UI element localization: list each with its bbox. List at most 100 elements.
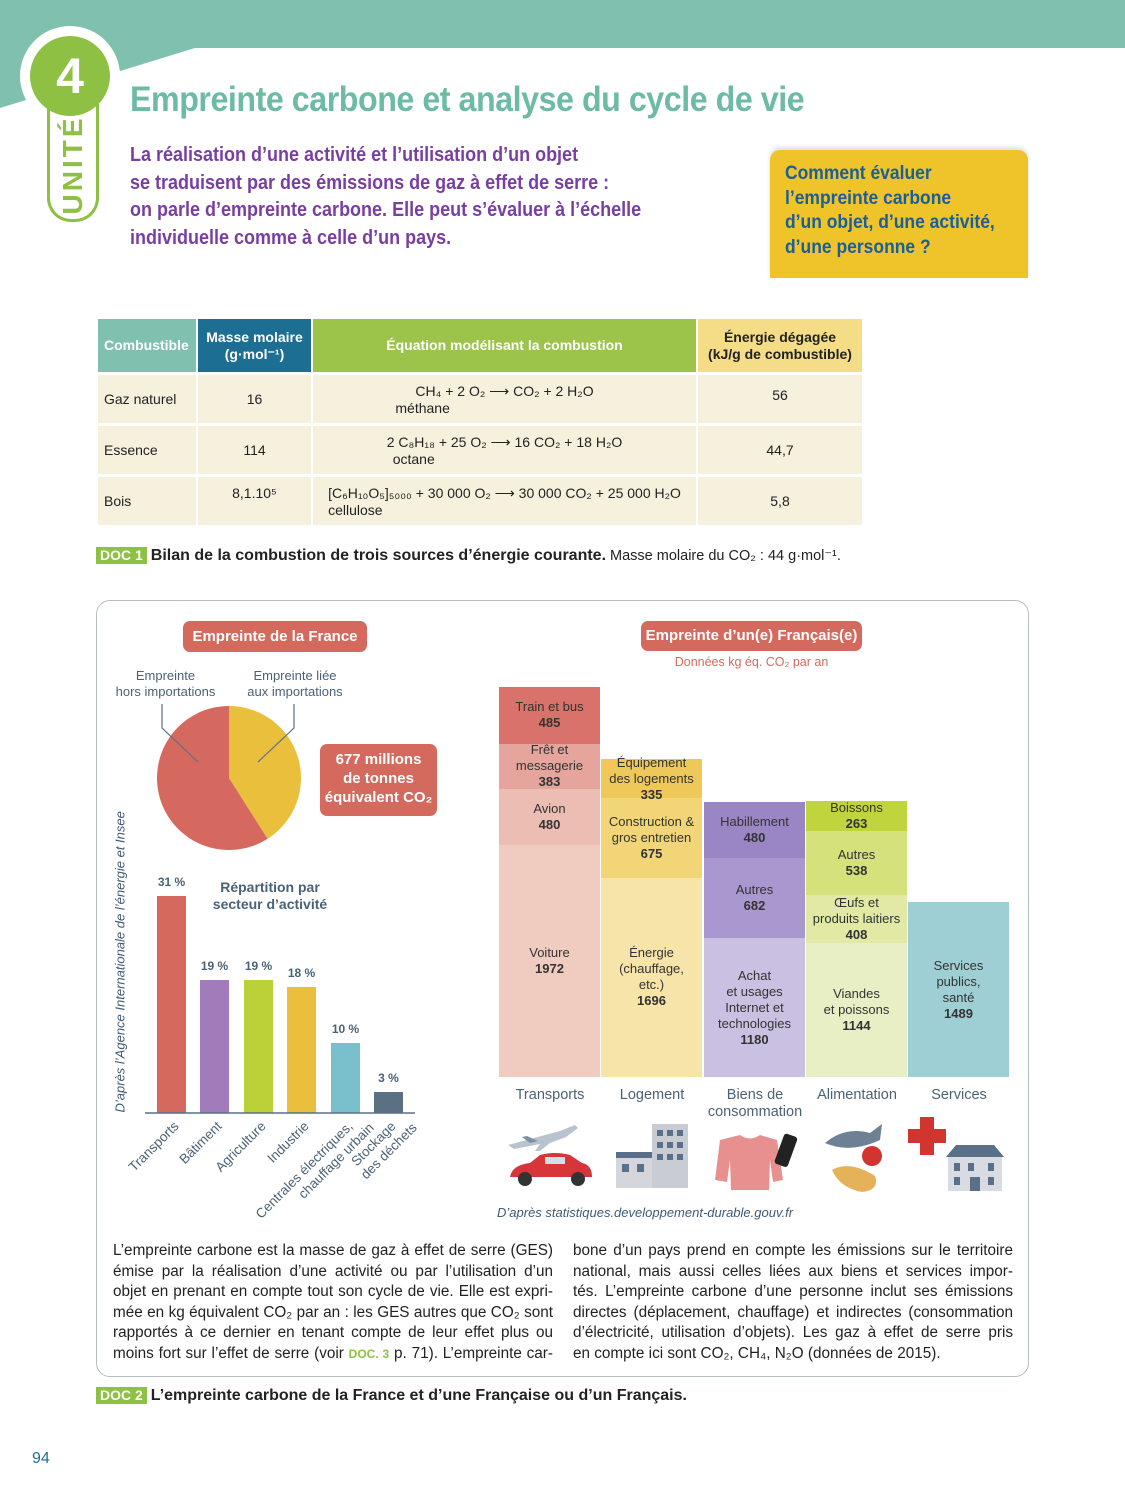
stack-segment: Viandes et poissons 1144 xyxy=(806,942,907,1077)
bar-chart-title: Répartition par secteur d’activité xyxy=(213,879,328,912)
cell-energy: 5,8 xyxy=(698,474,862,525)
intro-text: La réalisation d’une activité et l’utili… xyxy=(130,142,679,252)
stack-segment: Services publics, santé 1489 xyxy=(908,902,1009,1077)
cell-energy: 56 xyxy=(698,372,862,423)
segment-value: 682 xyxy=(743,898,766,914)
cell-equation: [C₆H₁₀O₅]₅₀₀₀ + 30 000 O₂ ⟶ 30 000 CO₂ +… xyxy=(313,474,696,525)
doc2-frame xyxy=(96,600,1029,1377)
intro-line: individuelle comme à celle d’un pays. xyxy=(130,226,452,249)
cell-energy: 44,7 xyxy=(698,423,862,474)
person-title: Empreinte d’un(e) Français(e) xyxy=(641,621,862,651)
source-right: D’après statistiques.developpement-durab… xyxy=(497,1205,794,1220)
segment-label: Train et bus xyxy=(515,699,584,715)
text-line: directes (déplacement, chauffage) et ind… xyxy=(573,1303,1013,1321)
stack-segment: Boissons 263 xyxy=(806,799,907,832)
segment-value: 675 xyxy=(640,846,663,862)
category-label: Alimentation xyxy=(817,1087,897,1103)
plane-car-icon xyxy=(508,1125,592,1186)
unit-number: 4 xyxy=(30,36,110,116)
segment-value: 335 xyxy=(640,786,663,802)
bar-value-label: 3 % xyxy=(378,1071,399,1085)
segment-value: 1696 xyxy=(637,993,666,1009)
pie-chart xyxy=(157,704,302,850)
equation: 2 C₈H₁₈ + 25 O₂ ⟶ 16 CO₂ + 18 H₂O xyxy=(386,433,623,450)
cell-fuel: Gaz naturel xyxy=(98,372,196,423)
text-line: émise par la réalisation d’une activité … xyxy=(113,1262,553,1280)
stack-segment: Voiture 1972 xyxy=(499,845,600,1077)
stack-segment: Équipement des logements 335 xyxy=(601,755,702,802)
segment-label: Frêt et messagerie xyxy=(515,742,584,774)
fish-icon xyxy=(825,1124,882,1148)
col-header-mass: Masse molaire (g·mol⁻¹) xyxy=(198,319,311,372)
question-line: d’une personne ? xyxy=(785,236,931,258)
bar xyxy=(331,1043,360,1113)
segment-label: Services publics, santé xyxy=(933,957,984,1005)
segment-value: 1972 xyxy=(535,961,564,977)
apple-icon xyxy=(862,1146,882,1166)
bar-value-label: 19 % xyxy=(245,959,273,973)
category-label: Biens de consommation xyxy=(707,1087,803,1120)
services-icon xyxy=(908,1117,1004,1191)
cell-mass: 114 xyxy=(198,423,311,474)
bar xyxy=(287,987,316,1113)
question-line: Comment évaluer xyxy=(785,163,932,184)
table-header-row: Combustible Masse molaire (g·mol⁻¹) Équa… xyxy=(98,319,862,372)
segment-value: 1180 xyxy=(740,1031,769,1047)
pie-slice xyxy=(157,706,268,850)
molecule-name: cellulose xyxy=(328,501,383,518)
segment-value: 1489 xyxy=(944,1005,973,1021)
stack-segment: Frêt et messagerie 383 xyxy=(499,742,600,789)
stack-segment: Œufs et produits laitiers 408 xyxy=(806,895,907,943)
doc1-caption: DOC 1 Bilan de la combustion de trois sou… xyxy=(96,547,841,565)
sweater-icon xyxy=(715,1135,783,1190)
segment-label: Avion xyxy=(533,801,566,817)
total-box: 677 millions de tonnes équivalent CO₂ xyxy=(320,744,437,816)
stack-segment: Habillement 480 xyxy=(704,801,805,859)
cell-mass: 16 xyxy=(198,372,311,423)
segment-label: Autres xyxy=(837,847,876,863)
equation: CH₄ + 2 O₂ ⟶ CO₂ + 2 H₂O xyxy=(415,382,594,399)
text-line: rapportés à ce dernier en tenant compte … xyxy=(113,1324,553,1342)
bar xyxy=(157,896,186,1113)
bar-value-label: 10 % xyxy=(332,1022,360,1036)
phone-icon xyxy=(774,1133,798,1167)
bar-value-label: 18 % xyxy=(288,966,316,980)
chicken-icon xyxy=(832,1166,877,1192)
bar-value-label: 31 % xyxy=(158,875,186,889)
label-imports: Empreinte liée aux importations xyxy=(247,668,343,699)
buildings-icon xyxy=(616,1124,688,1188)
text-line: tés. L’empreinte carbone d’une personne … xyxy=(573,1283,1013,1301)
leader-line xyxy=(257,704,295,763)
body-text-col1: L’empreinte carbone est la masse de gaz … xyxy=(113,1241,553,1365)
stack-segment: Achat et usages Internet et technologies… xyxy=(704,938,805,1077)
text-line: mée en kg équivalent CO₂ par an : les GE… xyxy=(113,1303,553,1321)
sweater-phone-icon xyxy=(715,1133,798,1190)
stack-segment: Énergie (chauffage, etc.) 1696 xyxy=(601,877,702,1077)
combustion-table: Combustible Masse molaire (g·mol⁻¹) Équa… xyxy=(96,319,864,525)
person-stacked-chart: Voiture 1972 Avion 480 Frêt et messagerie 383… xyxy=(499,686,1009,1120)
doc3-link[interactable]: DOC. 3 xyxy=(348,1346,390,1361)
segment-label: Autres xyxy=(735,882,774,898)
text-line: bone d’un pays prend en compte les émiss… xyxy=(573,1242,1013,1259)
page-title: Empreinte carbone et analyse du cycle de… xyxy=(130,80,805,119)
bar xyxy=(374,1092,403,1113)
stack-segment: Autres 538 xyxy=(806,831,907,895)
france-title: Empreinte de la France xyxy=(183,621,367,652)
body-text-col2: bone d’un pays prend en compte les émiss… xyxy=(573,1241,1013,1365)
cell-fuel: Essence xyxy=(98,423,196,474)
text-line: moins fort sur l’effet de serre (voir DO… xyxy=(113,1344,553,1365)
category-label: Services xyxy=(931,1087,987,1103)
plane-icon xyxy=(508,1125,578,1151)
segment-label: Boissons xyxy=(830,799,883,815)
equation: [C₆H₁₀O₅]₅₀₀₀ + 30 000 O₂ ⟶ 30 000 CO₂ +… xyxy=(328,484,681,501)
intro-line: on parle d’empreinte carbone. Elle peut … xyxy=(130,199,642,221)
col-header-energy: Énergie dégagée (kJ/g de combustible) xyxy=(698,319,862,372)
cell-mass: 8,1.10⁵ xyxy=(198,474,311,525)
food-icon xyxy=(825,1124,882,1192)
category-label: Transports xyxy=(515,1087,585,1103)
segment-label: Construction & gros entretien xyxy=(608,814,695,846)
stack-segment: Autres 682 xyxy=(704,858,805,939)
category-label: Logement xyxy=(619,1087,685,1103)
text-line: national, mais aussi celles liées aux bi… xyxy=(573,1262,1013,1280)
doc2-tag: DOC 2 xyxy=(96,1387,147,1404)
